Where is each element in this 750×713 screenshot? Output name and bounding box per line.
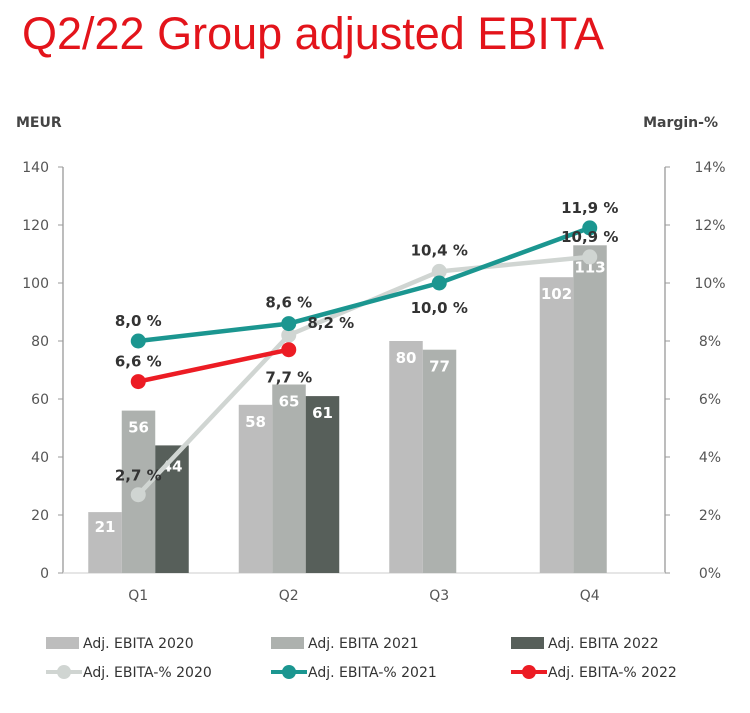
bar-2020: [539, 277, 574, 573]
bar-2022: [305, 396, 340, 573]
line-value-label: 11,9 %: [561, 199, 618, 217]
page-title: Q2/22 Group adjusted EBITA: [22, 8, 604, 59]
line-2021: [137, 225, 591, 344]
line-value-label: 7,7 %: [265, 369, 312, 387]
line-point-2021: [582, 220, 598, 236]
right-tick-label: 4%: [699, 450, 721, 466]
left-tick-label: 80: [31, 334, 49, 350]
bar-2021: [422, 349, 457, 573]
legend-swatch-marker: [282, 665, 296, 679]
legend-swatch-marker: [57, 665, 71, 679]
legend-swatch-marker: [522, 665, 536, 679]
x-tick-label: Q4: [580, 588, 600, 604]
line-value-label: 8,0 %: [115, 312, 162, 330]
legend-label: Adj. EBITA 2022: [548, 636, 659, 652]
left-tick-label: 20: [31, 508, 49, 524]
left-tick-label: 60: [31, 392, 49, 408]
legend-swatch-bar: [511, 637, 544, 649]
bar-2021: [573, 245, 607, 574]
legend-label: Adj. EBITA 2021: [308, 636, 419, 652]
left-tick-label: 140: [22, 160, 49, 176]
left-tick-label: 40: [31, 450, 49, 466]
left-tick-label: 120: [22, 218, 49, 234]
bar-2021: [272, 384, 306, 573]
x-tick-label: Q3: [429, 588, 449, 604]
x-tick-label: Q2: [279, 588, 299, 604]
left-tick-label: 100: [22, 276, 49, 292]
right-tick-label: 8%: [699, 334, 721, 350]
line-point-2020: [431, 263, 447, 279]
bar-2020: [389, 341, 423, 573]
bar-value-label: 102: [541, 285, 572, 303]
line-point-2021: [431, 275, 447, 291]
bar-2022: [155, 445, 189, 573]
line-point-2021: [130, 333, 146, 349]
right-tick-label: 2%: [699, 508, 721, 524]
line-point-2020: [130, 487, 146, 503]
right-tick-label: 0%: [699, 566, 721, 582]
line-2020: [136, 254, 590, 497]
bar-2020: [238, 404, 273, 573]
line-point-2020: [582, 249, 598, 265]
line-point-2022: [130, 374, 146, 390]
bar-value-label: 80: [396, 349, 417, 367]
bar-value-label: 65: [279, 393, 300, 411]
bar-value-label: 61: [312, 404, 333, 422]
line-value-label: 2,7 %: [115, 467, 162, 485]
line-point-2021: [281, 316, 297, 332]
bar-2020: [88, 512, 122, 573]
bar-value-label: 77: [429, 358, 450, 376]
bar-value-label: 58: [245, 413, 266, 431]
bar-value-label: 56: [128, 419, 149, 437]
right-tick-label: 14%: [694, 160, 725, 176]
legend-swatch-bar: [271, 637, 304, 649]
line-2022: [137, 347, 290, 384]
line-value-label: 6,6 %: [115, 353, 162, 371]
bar-value-label: 113: [574, 258, 605, 276]
right-axis-title: Margin-%: [643, 115, 718, 131]
x-tick-label: Q1: [128, 588, 148, 604]
legend-swatch-bar: [46, 637, 79, 649]
line-value-label: 10,4 %: [411, 241, 468, 259]
right-tick-label: 10%: [694, 276, 725, 292]
legend-label: Adj. EBITA-% 2020: [83, 665, 212, 681]
right-tick-label: 6%: [699, 392, 721, 408]
line-value-label: 8,6 %: [265, 294, 312, 312]
legend-label: Adj. EBITA 2020: [83, 636, 194, 652]
line-value-label: 10,0 %: [411, 299, 468, 317]
left-axis-title: MEUR: [16, 115, 62, 131]
right-tick-label: 12%: [694, 218, 725, 234]
bar-value-label: 21: [95, 518, 116, 536]
left-tick-label: 0: [40, 566, 49, 582]
line-point-2020: [281, 327, 297, 343]
line-value-label: 8,2 %: [307, 314, 354, 332]
line-point-2022: [281, 342, 297, 358]
line-value-label: 10,9 %: [561, 228, 618, 246]
legend-label: Adj. EBITA-% 2021: [308, 665, 437, 681]
legend-label: Adj. EBITA-% 2022: [548, 665, 677, 681]
